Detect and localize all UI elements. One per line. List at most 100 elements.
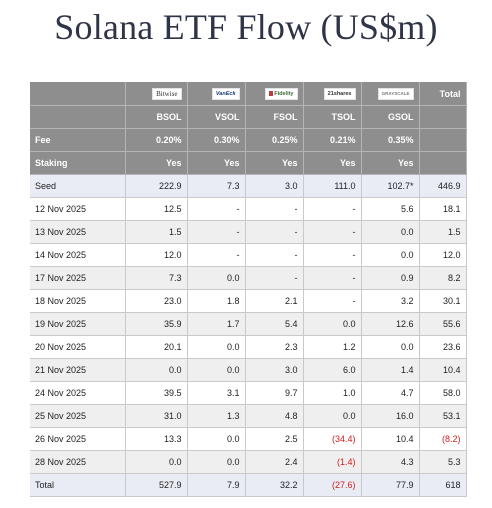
table-row: 25 Nov 2025 31.0 1.3 4.8 0.0 16.0 53.1 bbox=[30, 404, 467, 428]
flow-cell: 10.4 bbox=[361, 427, 420, 451]
row-total-cell: 5.3 bbox=[419, 450, 467, 474]
row-total-cell: 1.5 bbox=[419, 220, 467, 244]
table-row: 17 Nov 2025 7.3 0.0- -0.9 8.2 bbox=[30, 266, 467, 290]
row-label: 26 Nov 2025 bbox=[30, 427, 126, 451]
table-row: Seed 222.9 7.3 3.0 111.0 102.7* 446.9 bbox=[30, 174, 467, 198]
row-total-cell: 23.6 bbox=[419, 335, 467, 359]
ticker-cell: BSOL bbox=[125, 105, 188, 129]
staking-cell: Yes bbox=[361, 151, 420, 175]
flow-table-body: Seed 222.9 7.3 3.0 111.0 102.7* 446.9 12 Nov 20… bbox=[30, 174, 467, 497]
flow-cell: - bbox=[303, 289, 362, 313]
flow-cell: - bbox=[303, 197, 362, 221]
flow-cell: 3.0 bbox=[245, 174, 304, 198]
row-total-cell: 446.9 bbox=[419, 174, 467, 198]
flow-cell: 0.0 bbox=[187, 266, 246, 290]
flow-cell: 0.0 bbox=[125, 358, 188, 382]
ticker-cell: VSOL bbox=[187, 105, 246, 129]
row-label: 19 Nov 2025 bbox=[30, 312, 126, 336]
staking-label: Staking bbox=[30, 151, 126, 175]
ticker-total-cell bbox=[419, 105, 467, 129]
fidelity-logo-text: Fidelity bbox=[274, 91, 294, 97]
flow-cell: 7.3 bbox=[125, 266, 188, 290]
flow-cell: 2.3 bbox=[245, 335, 304, 359]
row-label: 25 Nov 2025 bbox=[30, 404, 126, 428]
flow-cell: (34.4) bbox=[303, 427, 362, 451]
flow-cell: 2.4 bbox=[245, 450, 304, 474]
table-row: 12 Nov 2025 12.5- - -5.6 18.1 bbox=[30, 197, 467, 221]
flow-cell: 1.8 bbox=[187, 289, 246, 313]
fee-row: Fee 0.20% 0.30% 0.25% 0.21% 0.35% bbox=[30, 128, 467, 152]
flow-cell: 16.0 bbox=[361, 404, 420, 428]
fee-cell: 0.20% bbox=[125, 128, 188, 152]
flow-cell: 5.6 bbox=[361, 197, 420, 221]
ticker-cell: TSOL bbox=[303, 105, 362, 129]
fee-cell: 0.21% bbox=[303, 128, 362, 152]
ticker-row: BSOL VSOL FSOL TSOL GSOL bbox=[30, 105, 467, 129]
logo-cell-21shares: 21shares bbox=[303, 82, 362, 106]
flow-cell: 5.4 bbox=[245, 312, 304, 336]
flow-cell: 1.4 bbox=[361, 358, 420, 382]
logo-cell-grayscale: GRAYSCALE bbox=[361, 82, 420, 106]
flow-cell: 0.0 bbox=[361, 220, 420, 244]
flow-cell: 2.5 bbox=[245, 427, 304, 451]
logo-cell-fidelity: Fidelity bbox=[245, 82, 304, 106]
flow-cell: - bbox=[245, 243, 304, 267]
table-row: 24 Nov 2025 39.5 3.1 9.7 1.0 4.7 58.0 bbox=[30, 381, 467, 405]
table-row: 21 Nov 2025 0.0 0.0 3.0 6.0 1.4 10.4 bbox=[30, 358, 467, 382]
table-row: 13 Nov 2025 1.5- - -0.0 1.5 bbox=[30, 220, 467, 244]
logo-cell-vaneck: VanEck bbox=[187, 82, 246, 106]
row-total-cell: (8.2) bbox=[419, 427, 467, 451]
table-row: 19 Nov 2025 35.9 1.7 5.4 0.0 12.6 55.6 bbox=[30, 312, 467, 336]
row-total-cell: 55.6 bbox=[419, 312, 467, 336]
flow-cell: 0.0 bbox=[303, 312, 362, 336]
logo-cell-bitwise: Bitwise bbox=[125, 82, 188, 106]
page-title: Solana ETF Flow (US$m) bbox=[54, 7, 438, 47]
flow-cell: 222.9 bbox=[125, 174, 188, 198]
ticker-label-cell bbox=[30, 105, 126, 129]
table-row: 20 Nov 2025 20.1 0.0 2.3 1.2 0.0 23.6 bbox=[30, 335, 467, 359]
flow-cell: 4.3 bbox=[361, 450, 420, 474]
staking-cell: Yes bbox=[303, 151, 362, 175]
flow-cell: 39.5 bbox=[125, 381, 188, 405]
flow-cell: - bbox=[187, 197, 246, 221]
logo-header-row: Bitwise VanEck Fidelity 21shares GRAYSCA… bbox=[30, 82, 467, 106]
flow-cell: 23.0 bbox=[125, 289, 188, 313]
row-label: 21 Nov 2025 bbox=[30, 358, 126, 382]
row-label: 20 Nov 2025 bbox=[30, 335, 126, 359]
flow-cell: 0.0 bbox=[361, 243, 420, 267]
flow-cell: 0.0 bbox=[361, 335, 420, 359]
table-row: 28 Nov 2025 0.0 0.0 2.4 (1.4) 4.3 5.3 bbox=[30, 450, 467, 474]
flow-cell: - bbox=[187, 243, 246, 267]
table-row: 14 Nov 2025 12.0- - -0.0 12.0 bbox=[30, 243, 467, 267]
flow-cell: 0.0 bbox=[125, 450, 188, 474]
flow-cell: 0.0 bbox=[187, 358, 246, 382]
flow-cell: - bbox=[187, 220, 246, 244]
row-total-cell: 18.1 bbox=[419, 197, 467, 221]
row-label: Total bbox=[30, 473, 126, 497]
fee-cell: 0.30% bbox=[187, 128, 246, 152]
row-total-cell: 10.4 bbox=[419, 358, 467, 382]
flow-cell: 12.6 bbox=[361, 312, 420, 336]
etf-flow-table-wrapper: Bitwise VanEck Fidelity 21shares GRAYSCA… bbox=[30, 82, 467, 497]
row-total-cell: 30.1 bbox=[419, 289, 467, 313]
flow-cell: 102.7* bbox=[361, 174, 420, 198]
flow-cell: 3.0 bbox=[245, 358, 304, 382]
flow-cell: 0.0 bbox=[303, 404, 362, 428]
flow-cell: 1.7 bbox=[187, 312, 246, 336]
flow-cell: 7.3 bbox=[187, 174, 246, 198]
flow-cell: - bbox=[245, 220, 304, 244]
fee-cell: 0.35% bbox=[361, 128, 420, 152]
fidelity-mark-icon bbox=[269, 91, 274, 97]
flow-cell: 32.2 bbox=[245, 473, 304, 497]
flow-cell: 77.9 bbox=[361, 473, 420, 497]
fidelity-logo: Fidelity bbox=[265, 88, 298, 100]
flow-cell: 31.0 bbox=[125, 404, 188, 428]
flow-cell: 1.2 bbox=[303, 335, 362, 359]
fee-cell: 0.25% bbox=[245, 128, 304, 152]
table-row: 26 Nov 2025 13.3 0.0 2.5 (34.4) 10.4 (8.2) bbox=[30, 427, 467, 451]
staking-total-cell bbox=[419, 151, 467, 175]
row-total-cell: 618 bbox=[419, 473, 467, 497]
flow-cell: 20.1 bbox=[125, 335, 188, 359]
flow-cell: 12.0 bbox=[125, 243, 188, 267]
21shares-logo: 21shares bbox=[323, 88, 356, 100]
